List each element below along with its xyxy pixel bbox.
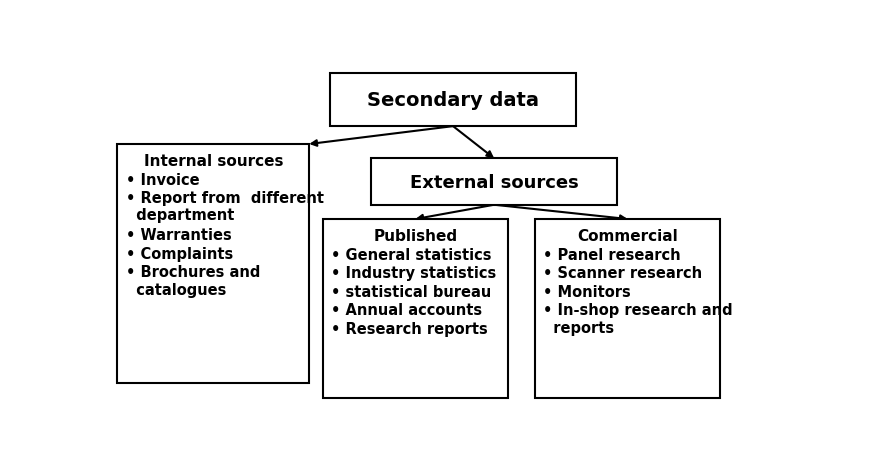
Bar [371,159,618,205]
Text: • Brochures and
  catalogues: • Brochures and catalogues [126,265,260,297]
Text: • General statistics: • General statistics [332,247,492,262]
Text: • Invoice: • Invoice [126,172,199,187]
Text: • Report from  different
  department: • Report from different department [126,191,324,223]
Text: Published: Published [373,228,457,244]
Text: Internal sources: Internal sources [143,154,283,169]
Bar [118,144,309,383]
Text: • statistical bureau: • statistical bureau [332,284,492,299]
Text: • Scanner research: • Scanner research [544,266,703,281]
Bar [536,219,720,398]
Text: • Panel research: • Panel research [544,247,681,262]
Text: • Annual accounts: • Annual accounts [332,303,483,318]
Text: • Warranties: • Warranties [126,228,232,243]
Text: • Monitors: • Monitors [544,284,631,299]
Text: • Industry statistics: • Industry statistics [332,266,496,281]
Text: • Complaints: • Complaints [126,246,232,261]
Text: • Research reports: • Research reports [332,321,488,336]
Text: External sources: External sources [410,173,578,191]
Text: • In-shop research and
  reports: • In-shop research and reports [544,303,733,335]
Text: Secondary data: Secondary data [367,91,539,110]
Text: Commercial: Commercial [577,228,678,244]
Bar [330,73,576,127]
Bar [323,219,508,398]
